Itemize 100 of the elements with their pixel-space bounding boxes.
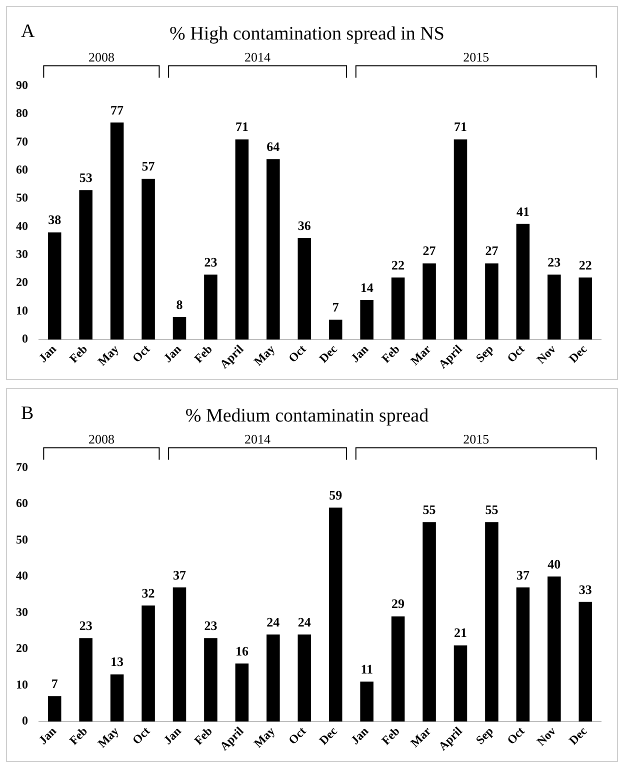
y-tick-label: 30 <box>16 247 28 262</box>
data-label: 27 <box>485 243 499 258</box>
y-tick-label: 70 <box>16 134 28 148</box>
data-label: 23 <box>79 618 93 633</box>
x-tick-label: Nov <box>534 342 558 367</box>
bar <box>142 606 155 722</box>
bar <box>391 277 405 340</box>
text: 2015 <box>463 50 490 65</box>
x-tick-label: Jan <box>160 724 184 748</box>
y-tick-label: 90 <box>16 78 28 92</box>
x-tick-label: Feb <box>378 724 403 748</box>
data-label: 29 <box>392 596 406 612</box>
data-label: 53 <box>79 170 93 185</box>
data-label: 16 <box>235 643 249 658</box>
bar <box>360 682 374 722</box>
data-label: 55 <box>422 502 436 518</box>
data-label: 41 <box>516 204 530 219</box>
x-tick-label: Mar <box>408 342 434 368</box>
bar <box>454 645 468 722</box>
x-tick-label: Dec <box>316 342 340 366</box>
data-label: 37 <box>173 567 186 582</box>
bar <box>548 576 561 722</box>
bar <box>391 616 405 722</box>
bar <box>172 316 186 340</box>
x-tick-label: Feb <box>66 342 90 366</box>
bar <box>204 638 218 722</box>
text: 2008 <box>88 432 114 447</box>
data-label: 7 <box>51 676 58 691</box>
text: 2014 <box>244 50 272 65</box>
x-tick-label: Nov <box>534 724 558 749</box>
x-tick-label: Dec <box>566 724 590 748</box>
data-label: 36 <box>298 218 312 233</box>
data-label: 71 <box>454 119 467 134</box>
x-tick-label: May <box>251 342 278 368</box>
y-tick-label: 60 <box>16 496 28 510</box>
text: 2014 <box>244 432 272 447</box>
bar <box>578 277 592 340</box>
data-label: 59 <box>329 488 343 503</box>
y-tick-label: 40 <box>16 568 28 583</box>
data-label: 7 <box>332 300 340 315</box>
x-tick-label: Oct <box>129 342 153 366</box>
bar <box>548 274 561 340</box>
x-tick-label: Feb <box>378 342 403 366</box>
data-label: 40 <box>548 556 561 572</box>
data-label: 21 <box>454 625 467 640</box>
bar <box>110 122 124 340</box>
text: B <box>21 403 34 425</box>
bar <box>235 139 249 340</box>
y-tick-label: 10 <box>16 677 28 692</box>
bar <box>48 232 62 340</box>
bar <box>266 159 280 340</box>
x-tick-label: Sep <box>472 724 496 748</box>
bar <box>235 664 249 722</box>
x-tick-label: Jan <box>348 342 372 366</box>
data-label: 27 <box>422 243 436 258</box>
y-tick-label: 0 <box>22 332 28 346</box>
data-label: 23 <box>548 254 562 270</box>
x-tick-label: Jan <box>348 724 372 748</box>
bar <box>328 320 342 340</box>
x-tick-label: Dec <box>316 724 340 748</box>
bar <box>328 508 342 722</box>
bar <box>516 224 530 340</box>
chart-title: % High contamination spread in NS <box>170 23 444 44</box>
x-tick-label: Jan <box>36 724 60 748</box>
data-label: 11 <box>360 661 373 676</box>
x-tick-label: Dec <box>566 342 590 366</box>
bar <box>110 674 124 722</box>
x-tick-label: Mar <box>408 724 434 750</box>
x-tick-label: Oct <box>286 342 309 366</box>
bar <box>516 587 530 722</box>
y-tick-label: 40 <box>16 218 28 233</box>
x-tick-label: Jan <box>160 342 184 366</box>
bar <box>360 300 374 340</box>
data-label: 24 <box>266 614 280 630</box>
data-label: 23 <box>204 254 218 270</box>
bar <box>422 263 436 340</box>
data-label: 13 <box>110 654 124 670</box>
x-tick-label: Sep <box>472 342 496 366</box>
x-tick-label: Oct <box>504 724 528 748</box>
data-label: 38 <box>48 212 62 228</box>
x-tick-label: May <box>94 342 122 368</box>
data-label: 77 <box>110 102 124 118</box>
bar <box>172 587 186 722</box>
y-tick-label: 30 <box>16 604 28 619</box>
x-tick-label: Feb <box>191 724 216 748</box>
data-label: 14 <box>360 280 374 295</box>
y-tick-label: 50 <box>16 532 28 546</box>
text: A <box>21 21 35 43</box>
x-tick-label: Oct <box>504 342 528 366</box>
data-label: 24 <box>298 614 312 630</box>
x-tick-label: Oct <box>129 724 153 748</box>
x-tick-label: Oct <box>286 724 309 748</box>
data-label: 57 <box>142 158 156 174</box>
bar <box>48 696 62 722</box>
bar <box>142 178 155 340</box>
x-tick-label: May <box>94 724 122 750</box>
bar <box>266 634 280 722</box>
data-label: 22 <box>392 257 405 272</box>
bar <box>454 139 468 340</box>
bar <box>485 522 498 722</box>
